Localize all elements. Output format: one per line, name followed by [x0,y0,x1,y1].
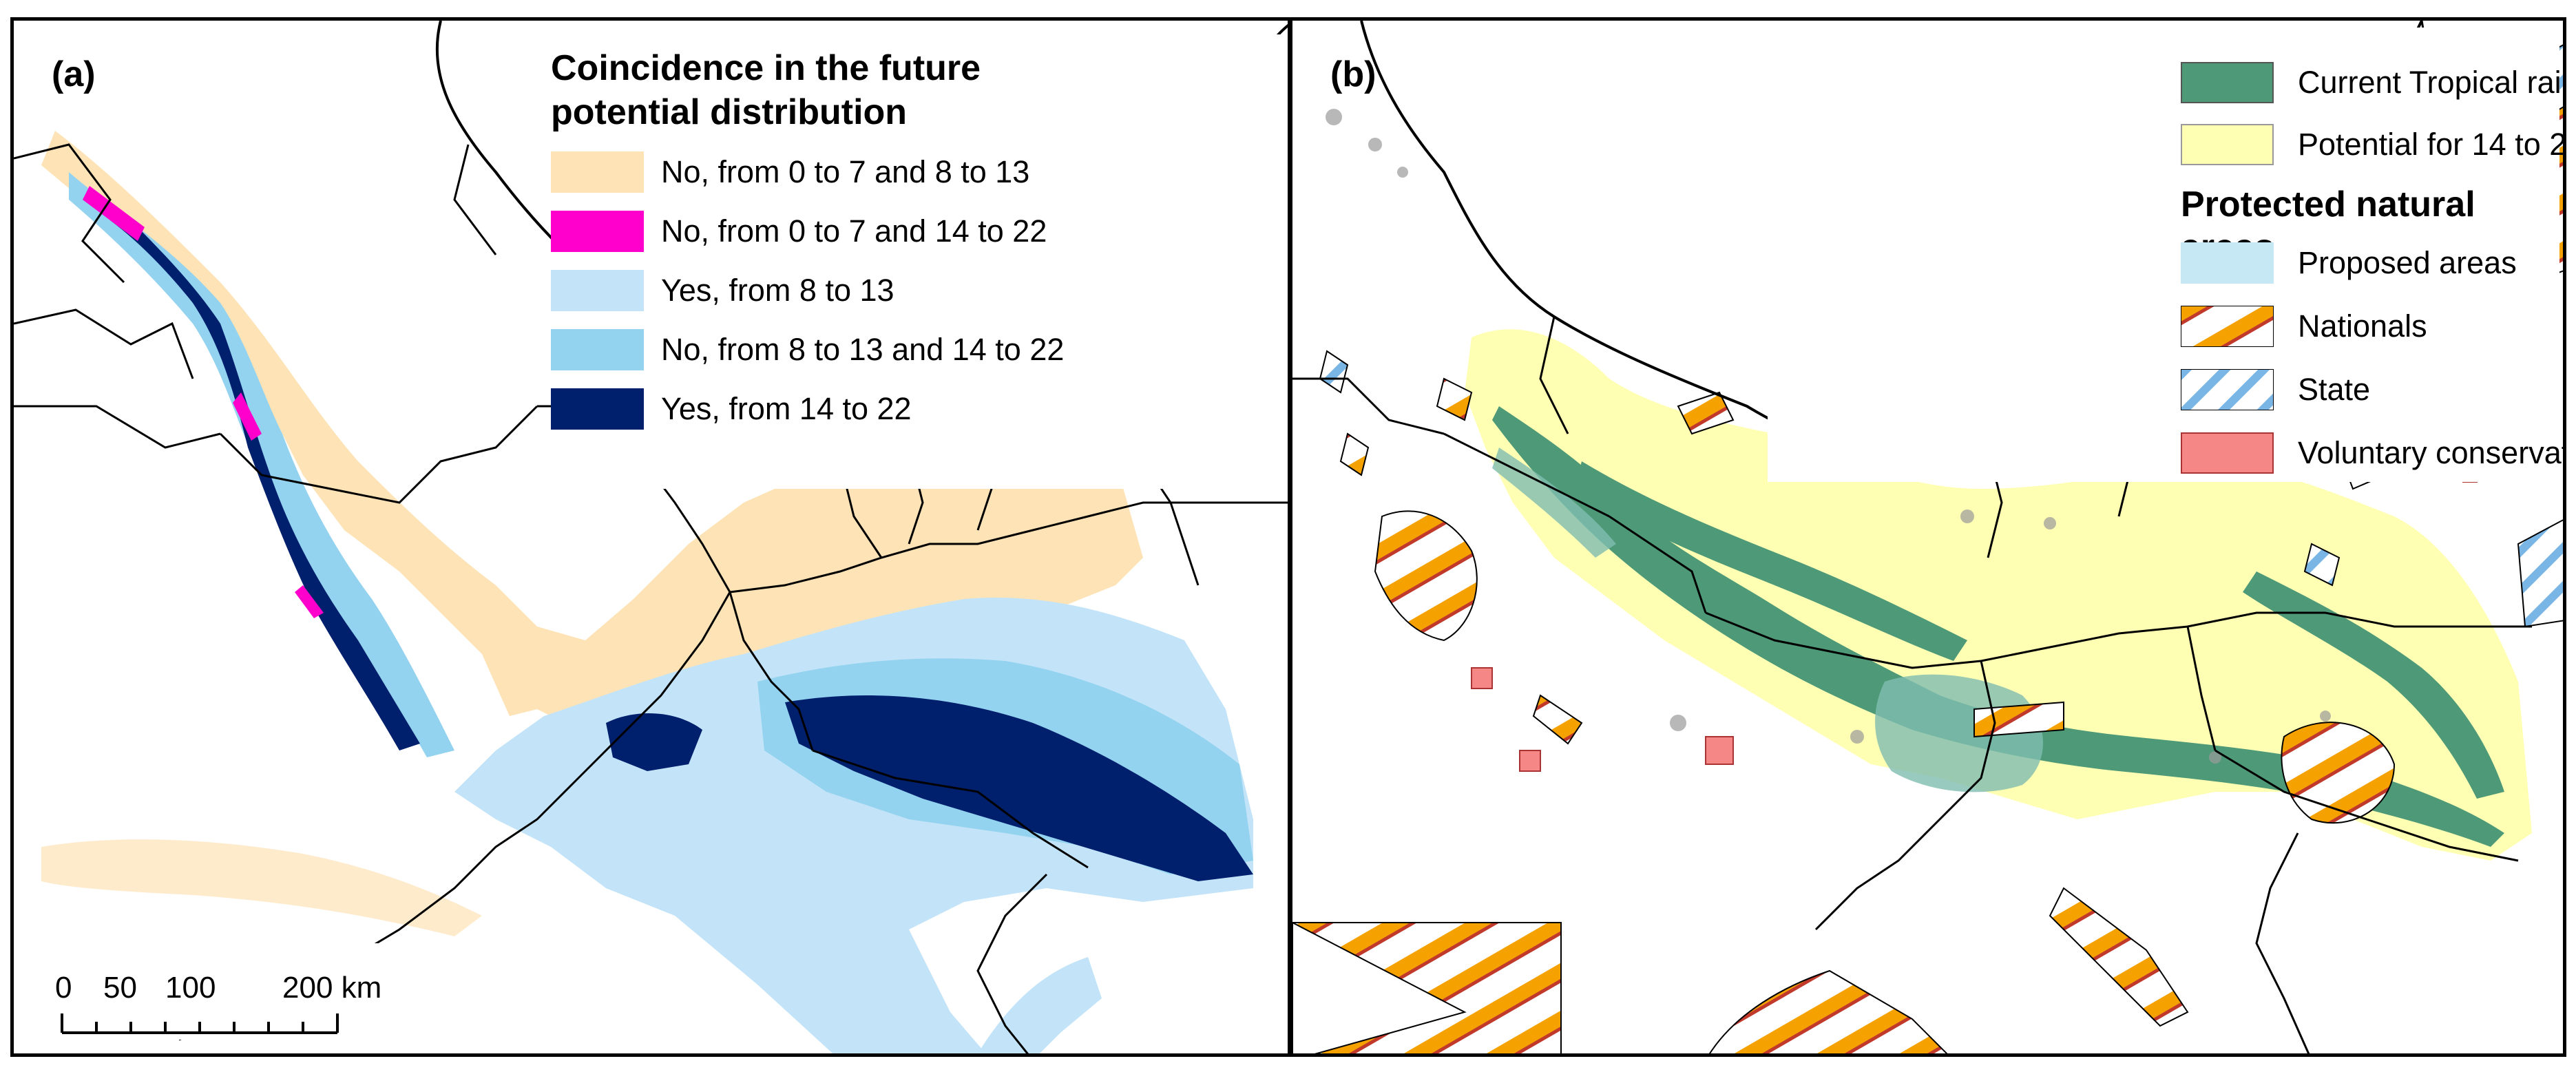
panel-b-map: (b) Current Tropical rainforest Potentia… [1289,17,2566,1057]
zone-no-0-7-8-13 [41,131,1143,744]
legend-a-label: No, from 8 to 13 and 14 to 22 [661,332,1065,367]
legend-b-label: Potential for 14 to 22 species [2298,127,2566,162]
legend-a-swatch [551,270,644,311]
legend-b-label: Current Tropical rainforest [2298,65,2563,100]
legend-b-label: Nationals [2298,308,2427,344]
legend-a-title-line2: potential distribution [551,92,908,132]
legend-a-swatch [551,211,644,252]
legend-b-swatch-hatch-national [2181,306,2274,347]
zone-potential-14-22 [1465,329,2532,861]
legend-b-label: Voluntary conservation [2298,435,2566,470]
legend-b-swatch [2181,432,2274,474]
zone-rainforest [1492,406,2504,847]
legend-a-label: Yes, from 8 to 13 [661,273,894,308]
scale-label-0: 0 [55,971,72,1005]
zone-yes-14-22 [785,695,1253,881]
legend-b-label: State [2298,372,2371,407]
legend-a-label: No, from 0 to 7 and 8 to 13 [661,154,1030,189]
scale-label-200: 200 km [282,971,382,1005]
legend-b-swatch-hatch-state [2181,369,2274,410]
zone-proposed [1875,674,2043,792]
legend-a-swatch [551,151,644,193]
legend-b-swatch [2181,124,2274,165]
panel-a-map: (a) Coincidence in the future potential … [10,17,1291,1057]
legend-a-swatch [551,329,644,370]
scale-bar-graphic [61,1013,339,1034]
legend-b-swatch [2181,62,2274,103]
legend-b-label: Proposed areas [2298,245,2517,280]
scale-label-50: 50 [103,971,137,1005]
panel-b-label: (b) [1330,54,1376,94]
legend-a: Coincidence in the future potential dist… [551,34,1281,489]
panel-a-label: (a) [52,54,96,94]
legend-a-label: Yes, from 14 to 22 [661,391,912,426]
legend-a-label: No, from 0 to 7 and 14 to 22 [661,213,1047,249]
legend-b: Current Tropical rainforest Potential fo… [1768,28,2563,482]
scale-bar: 0 50 100 200 km [34,943,392,1040]
legend-b-swatch [2181,242,2274,284]
scale-label-100: 100 [165,971,216,1005]
legend-a-title-line1: Coincidence in the future [551,48,981,88]
legend-a-swatch [551,388,644,430]
